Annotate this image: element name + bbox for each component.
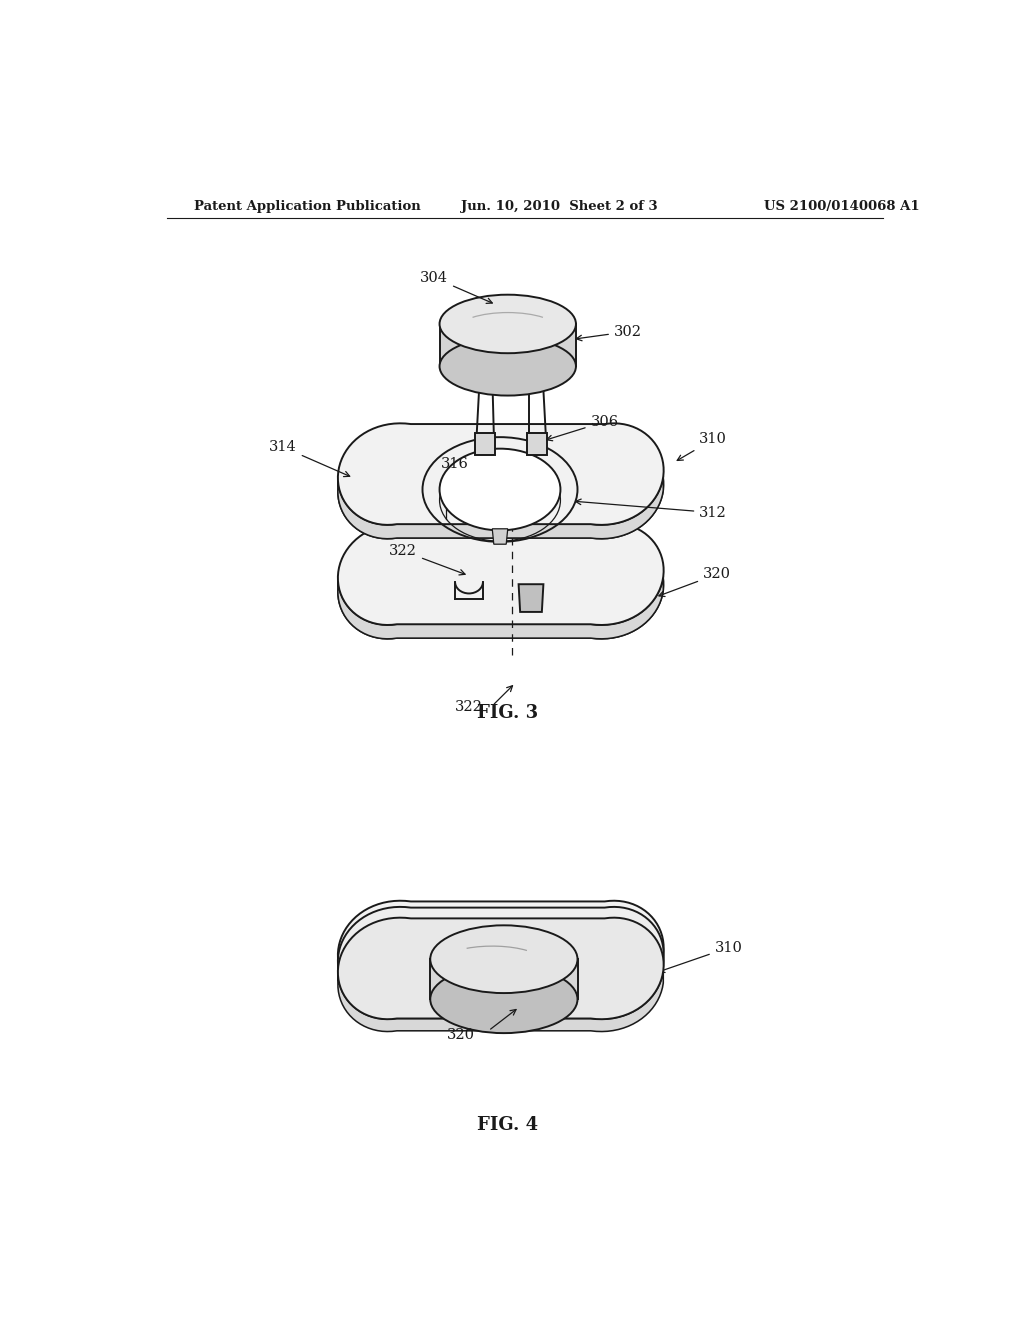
Text: 322: 322 [389,544,465,576]
Text: Jun. 10, 2010  Sheet 2 of 3: Jun. 10, 2010 Sheet 2 of 3 [461,199,657,213]
Polygon shape [338,900,664,1002]
Polygon shape [338,970,664,1031]
Polygon shape [338,424,664,525]
Ellipse shape [430,925,578,993]
Polygon shape [338,537,664,639]
Text: 316: 316 [441,457,469,471]
Polygon shape [439,323,575,367]
Polygon shape [518,585,544,612]
Text: FIG. 4: FIG. 4 [477,1115,539,1134]
Polygon shape [338,954,664,1015]
Ellipse shape [439,337,575,396]
Text: US 2100/0140068 A1: US 2100/0140068 A1 [764,199,920,213]
Text: 306: 306 [547,414,618,441]
Text: Patent Application Publication: Patent Application Publication [194,199,421,213]
Polygon shape [338,907,664,1008]
Text: 320: 320 [447,1028,475,1041]
Text: 302: 302 [577,325,642,341]
Polygon shape [430,960,578,999]
Text: FIG. 3: FIG. 3 [477,704,539,722]
Polygon shape [338,437,664,539]
Polygon shape [338,913,664,1015]
Text: 310: 310 [659,941,742,973]
Ellipse shape [430,965,578,1034]
Text: 310: 310 [677,433,727,461]
Text: 304: 304 [420,271,493,304]
Polygon shape [475,433,495,455]
Polygon shape [527,433,547,455]
Polygon shape [338,577,664,639]
Polygon shape [493,529,508,544]
Ellipse shape [439,449,560,531]
Polygon shape [338,917,664,1019]
Text: 322: 322 [455,701,483,714]
Text: 312: 312 [575,499,727,520]
Ellipse shape [439,294,575,354]
Text: 320: 320 [658,568,731,597]
Text: 314: 314 [269,440,350,477]
Polygon shape [338,960,664,1020]
Polygon shape [338,524,664,624]
Polygon shape [338,477,664,539]
Text: 302: 302 [539,902,627,944]
